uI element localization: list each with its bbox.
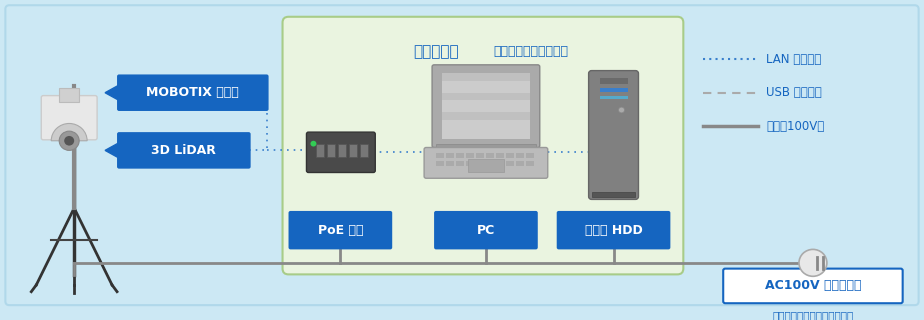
FancyBboxPatch shape bbox=[288, 211, 392, 249]
Bar bbox=[466, 153, 474, 158]
Bar bbox=[327, 144, 335, 157]
Bar bbox=[436, 153, 444, 158]
Bar bbox=[476, 153, 484, 158]
Circle shape bbox=[618, 107, 625, 113]
Text: PC: PC bbox=[477, 224, 495, 237]
Bar bbox=[442, 83, 529, 91]
Text: AC100V コンセント: AC100V コンセント bbox=[765, 279, 861, 292]
Bar bbox=[446, 161, 454, 166]
FancyBboxPatch shape bbox=[6, 5, 918, 305]
FancyBboxPatch shape bbox=[434, 211, 538, 249]
Text: （必要に応じて使用）: （必要に応じて使用） bbox=[493, 45, 568, 58]
Bar bbox=[496, 153, 504, 158]
FancyBboxPatch shape bbox=[424, 148, 548, 178]
Bar bbox=[526, 161, 534, 166]
Text: PoE ハブ: PoE ハブ bbox=[318, 224, 363, 237]
FancyBboxPatch shape bbox=[723, 268, 903, 303]
Bar bbox=[600, 78, 627, 84]
Bar bbox=[496, 161, 504, 166]
Polygon shape bbox=[105, 143, 119, 158]
Bar bbox=[476, 161, 484, 166]
Bar bbox=[446, 153, 454, 158]
Circle shape bbox=[64, 136, 74, 146]
Bar bbox=[505, 153, 514, 158]
FancyBboxPatch shape bbox=[42, 96, 97, 140]
Bar bbox=[436, 144, 536, 149]
Bar bbox=[442, 112, 529, 120]
Text: MOBOTIX カメラ: MOBOTIX カメラ bbox=[146, 86, 239, 99]
Bar bbox=[338, 144, 346, 157]
FancyBboxPatch shape bbox=[557, 211, 671, 249]
Bar bbox=[442, 74, 529, 139]
Text: 防塵ケース: 防塵ケース bbox=[413, 44, 459, 59]
Circle shape bbox=[310, 141, 316, 147]
Bar bbox=[442, 122, 529, 129]
FancyBboxPatch shape bbox=[589, 71, 638, 199]
Bar bbox=[600, 96, 627, 100]
Bar bbox=[442, 102, 529, 110]
Bar bbox=[600, 88, 627, 92]
Text: USB ケーブル: USB ケーブル bbox=[766, 86, 821, 99]
Bar bbox=[456, 153, 464, 158]
FancyBboxPatch shape bbox=[117, 132, 250, 169]
Text: 外付け HDD: 外付け HDD bbox=[585, 224, 642, 237]
Bar bbox=[466, 161, 474, 166]
Bar bbox=[486, 153, 494, 158]
FancyBboxPatch shape bbox=[432, 65, 540, 148]
Bar bbox=[360, 144, 369, 157]
Bar bbox=[516, 153, 524, 158]
Bar bbox=[468, 159, 504, 172]
Bar bbox=[505, 161, 514, 166]
Polygon shape bbox=[105, 85, 119, 100]
Text: LAN ケーブル: LAN ケーブル bbox=[766, 52, 821, 66]
Text: 電源（100V）: 電源（100V） bbox=[766, 120, 824, 133]
Bar bbox=[486, 161, 494, 166]
Bar bbox=[59, 88, 79, 102]
Bar bbox=[456, 161, 464, 166]
Bar bbox=[442, 93, 529, 100]
Bar bbox=[526, 153, 534, 158]
Text: お客様にて手配いただきます: お客様にて手配いただきます bbox=[772, 310, 854, 320]
Circle shape bbox=[799, 249, 827, 276]
Bar bbox=[516, 161, 524, 166]
Bar bbox=[316, 144, 324, 157]
Circle shape bbox=[59, 131, 79, 150]
FancyBboxPatch shape bbox=[283, 17, 684, 274]
Bar bbox=[591, 192, 636, 196]
Text: 3D LiDAR: 3D LiDAR bbox=[152, 144, 216, 157]
Bar bbox=[442, 74, 529, 81]
Wedge shape bbox=[51, 124, 87, 141]
Bar bbox=[436, 161, 444, 166]
FancyBboxPatch shape bbox=[117, 75, 269, 111]
FancyBboxPatch shape bbox=[307, 132, 375, 172]
Bar bbox=[349, 144, 358, 157]
